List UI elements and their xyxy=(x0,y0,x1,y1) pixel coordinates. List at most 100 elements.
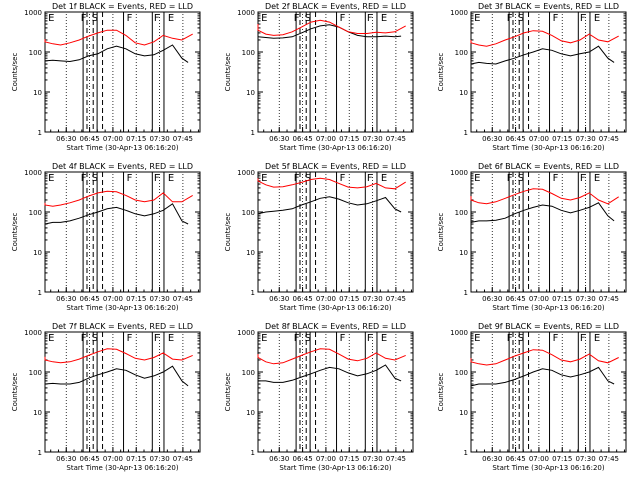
event-marker: F xyxy=(81,333,87,344)
event-marker: E xyxy=(261,13,267,24)
x-tick-label: 07:15 xyxy=(552,135,572,143)
y-tick-label: 10 xyxy=(33,409,42,417)
y-tick-label: 10 xyxy=(246,249,255,257)
plot-frame xyxy=(470,171,627,293)
x-tick-label: 07:30 xyxy=(362,135,382,143)
event-marker: F xyxy=(294,333,300,344)
panel-title: Det 6f BLACK = Events, RED = LLD xyxy=(478,162,619,171)
y-tick-label: 100 xyxy=(455,369,468,377)
y-axis-label: Counts/sec xyxy=(224,53,232,92)
event-marker: F xyxy=(580,173,586,184)
lld-series-line xyxy=(257,348,406,365)
panel-title: Det 9f BLACK = Events, RED = LLD xyxy=(478,322,619,331)
plot-frame xyxy=(470,11,627,133)
x-tick-label: 07:45 xyxy=(173,135,193,143)
x-tick-label: 07:45 xyxy=(386,295,406,303)
plot-frame xyxy=(44,11,201,133)
x-tick-label: 07:15 xyxy=(126,455,146,463)
x-tick-label: 06:30 xyxy=(269,295,289,303)
y-axis-label: Counts/sec xyxy=(11,213,19,252)
panel-det-9: Det 9f BLACK = Events, RED = LLD 1 10 100 10… xyxy=(437,322,627,472)
x-tick-label: 07:00 xyxy=(529,135,549,143)
event-marker: E xyxy=(594,173,600,184)
lld-series-line xyxy=(44,29,193,46)
x-tick-label: 07:30 xyxy=(362,455,382,463)
x-tick-label: 06:30 xyxy=(269,135,289,143)
x-tick-label: 07:45 xyxy=(599,295,619,303)
event-marker: E xyxy=(381,173,387,184)
event-marker: F xyxy=(154,173,160,184)
event-marker: S xyxy=(305,173,311,184)
x-tick-label: 07:00 xyxy=(103,295,123,303)
event-marker: F xyxy=(553,333,559,344)
y-tick-label: 10 xyxy=(459,249,468,257)
x-tick-label: 07:00 xyxy=(529,295,549,303)
event-marker: F xyxy=(127,173,133,184)
x-axis-label: Start Time (30-Apr-13 06:16:20) xyxy=(279,464,391,472)
event-marker: S xyxy=(518,13,524,24)
x-tick-label: 06:30 xyxy=(482,295,502,303)
event-marker: S xyxy=(92,333,98,344)
event-marker: E xyxy=(168,333,174,344)
x-tick-label: 07:15 xyxy=(126,135,146,143)
events-series-line xyxy=(257,24,402,39)
event-marker: E xyxy=(48,333,54,344)
x-tick-label: 06:30 xyxy=(56,455,76,463)
x-axis-label: Start Time (30-Apr-13 06:16:20) xyxy=(66,464,178,472)
events-series-line xyxy=(257,196,402,215)
panel-det-6: Det 6f BLACK = Events, RED = LLD 1 10 100 10… xyxy=(437,162,627,312)
panel-title: Det 2f BLACK = Events, RED = LLD xyxy=(265,2,406,11)
lld-series-line xyxy=(44,348,193,364)
events-series-line xyxy=(470,202,615,223)
event-marker: F xyxy=(553,173,559,184)
x-tick-label: 07:15 xyxy=(126,295,146,303)
y-axis-label: Counts/sec xyxy=(437,373,445,412)
panel-title: Det 5f BLACK = Events, RED = LLD xyxy=(265,162,406,171)
event-marker: F xyxy=(507,13,513,24)
event-marker: F xyxy=(340,173,346,184)
y-tick-label: 1000 xyxy=(237,169,255,177)
y-tick-label: 100 xyxy=(455,209,468,217)
x-tick-label: 06:45 xyxy=(79,455,99,463)
panel-det-2: Det 2f BLACK = Events, RED = LLD 1 10 100 10… xyxy=(224,2,414,152)
event-marker: S xyxy=(305,333,311,344)
x-tick-label: 07:15 xyxy=(339,455,359,463)
plot-frame xyxy=(44,171,201,293)
x-tick-label: 06:30 xyxy=(482,135,502,143)
y-tick-label: 1 xyxy=(251,129,255,137)
y-tick-label: 100 xyxy=(29,369,42,377)
plot-frame xyxy=(44,331,201,453)
event-marker: F xyxy=(340,13,346,24)
x-tick-label: 06:45 xyxy=(505,455,525,463)
y-tick-label: 10 xyxy=(33,89,42,97)
x-tick-label: 06:45 xyxy=(505,295,525,303)
event-marker: S xyxy=(92,173,98,184)
plot-frame xyxy=(470,331,627,453)
y-tick-label: 1 xyxy=(38,449,42,457)
event-marker: F xyxy=(580,333,586,344)
x-tick-label: 07:30 xyxy=(149,455,169,463)
panel-title: Det 8f BLACK = Events, RED = LLD xyxy=(265,322,406,331)
event-marker: F xyxy=(367,13,373,24)
x-tick-label: 06:45 xyxy=(292,295,312,303)
lld-series-line xyxy=(470,30,619,47)
x-tick-label: 07:45 xyxy=(173,455,193,463)
y-tick-label: 1 xyxy=(38,289,42,297)
x-axis-label: Start Time (30-Apr-13 06:16:20) xyxy=(492,464,604,472)
event-marker: F xyxy=(553,13,559,24)
event-marker: F xyxy=(294,173,300,184)
y-tick-label: 1000 xyxy=(237,9,255,17)
y-axis-label: Counts/sec xyxy=(11,373,19,412)
event-marker: F xyxy=(507,333,513,344)
event-marker: E xyxy=(381,333,387,344)
event-marker: F xyxy=(367,333,373,344)
x-tick-label: 07:00 xyxy=(316,135,336,143)
x-axis-label: Start Time (30-Apr-13 06:16:20) xyxy=(66,144,178,152)
event-marker: E xyxy=(168,13,174,24)
lld-series-line xyxy=(470,349,619,366)
x-tick-label: 07:45 xyxy=(599,135,619,143)
event-marker: E xyxy=(474,333,480,344)
event-marker: F xyxy=(294,13,300,24)
events-series-line xyxy=(44,44,189,63)
